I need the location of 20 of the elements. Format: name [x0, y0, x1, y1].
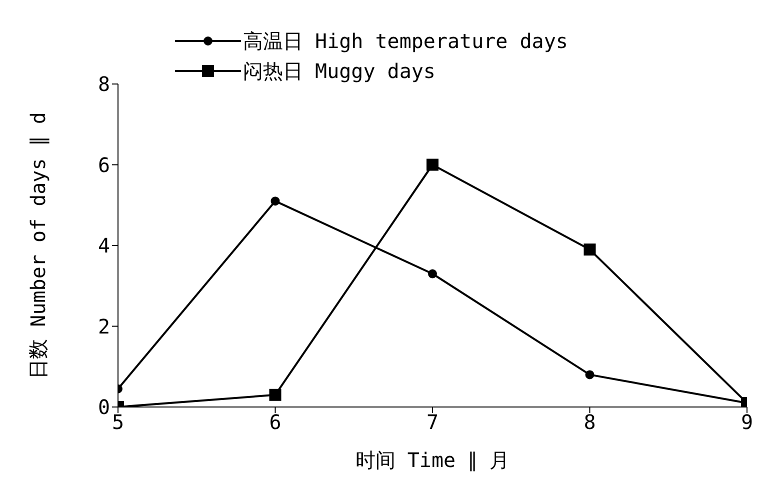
point — [270, 196, 280, 206]
x-tick-label: 8 — [584, 410, 596, 434]
y-tick-label: 8 — [98, 72, 110, 96]
point — [584, 244, 596, 256]
y-tick-label: 6 — [98, 152, 110, 177]
point — [426, 158, 438, 171]
y-axis-title: 日数 Number of days ∥ d — [26, 112, 50, 379]
x-tick-label: 9 — [740, 410, 754, 434]
legend-label: 高温日 High temperature days — [243, 28, 568, 54]
legend-label: 闷热日 Muggy days — [243, 58, 436, 84]
x-tick-label: 6 — [269, 410, 282, 434]
point — [585, 370, 594, 380]
y-tick-label: 4 — [98, 234, 110, 258]
x-axis-title: 时间 Time ∥ 月 — [355, 448, 510, 472]
x-tick-label: 5 — [112, 410, 124, 434]
y-tick-label: 0 — [98, 395, 110, 420]
y-tick-label: 2 — [98, 314, 110, 338]
point — [428, 269, 437, 278]
point — [269, 388, 282, 401]
x-tick-label: 7 — [426, 410, 439, 434]
